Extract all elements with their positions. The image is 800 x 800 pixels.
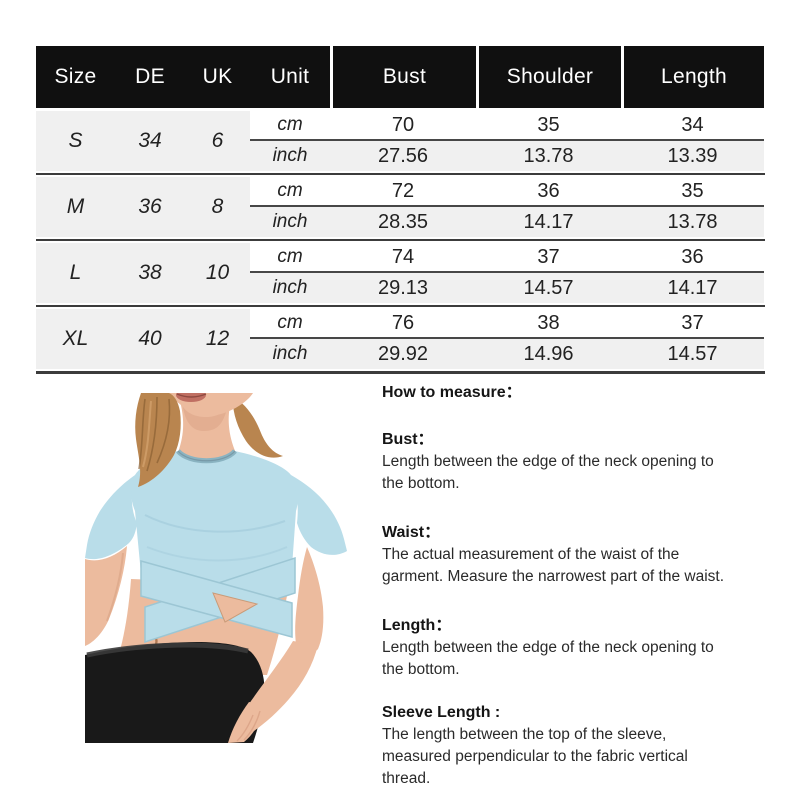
length-inch-value: 14.17 (621, 273, 764, 303)
sleeve-left (85, 475, 137, 560)
shoulder-cm-value: 36 (476, 177, 621, 207)
guide-body: Length between the edge of the neck open… (382, 639, 714, 678)
unit-cm-label: cm (250, 177, 330, 207)
de-cell: 36 (115, 177, 185, 237)
shoulder-inch-value: 14.96 (476, 339, 621, 369)
bust-inch-value: 29.13 (330, 273, 476, 303)
de-cell: 40 (115, 309, 185, 369)
bust-cm-value: 76 (330, 309, 476, 339)
shoulder-inch-value: 13.78 (476, 141, 621, 171)
header-unit: Unit (250, 46, 330, 108)
mouth-line (176, 393, 207, 398)
fold-line-2 (146, 546, 288, 562)
finger-lines (236, 710, 261, 742)
bust-inch-value: 29.92 (330, 339, 476, 369)
collar-line (177, 450, 236, 462)
bust-inch-value: 28.35 (330, 207, 476, 237)
header-de: DE (115, 46, 185, 108)
header-length: Length (621, 46, 764, 108)
uk-cell: 10 (185, 243, 250, 303)
de-cell: 38 (115, 243, 185, 303)
guide-title: How to measure： (382, 384, 522, 401)
shoulder-cm-value: 37 (476, 243, 621, 273)
guide-section-waist: Waist： The actual measurement of the wai… (382, 518, 784, 588)
size-row-group-m: M 36 8 cm 72 36 35 inch 28.35 14.17 13.7… (36, 173, 765, 237)
sleeve-right (291, 475, 347, 555)
unit-inch-label: inch (250, 273, 330, 303)
size-row-group-l: L 38 10 cm 74 37 36 inch 29.13 14.57 14.… (36, 239, 765, 303)
header-shoulder: Shoulder (476, 46, 621, 108)
guide-body: Length between the edge of the neck open… (382, 453, 714, 492)
length-cm-value: 37 (621, 309, 764, 339)
chin (151, 393, 253, 416)
guide-body: The length between the top of the sleeve… (382, 726, 688, 787)
size-cell: XL (36, 309, 115, 369)
neck-shadow (183, 407, 227, 431)
arm-right-upper (295, 547, 324, 654)
unit-cm-label: cm (250, 111, 330, 141)
measure-guide: How to measure： Bust： Length between the… (382, 378, 784, 790)
guide-section-sleeve-length: Sleeve Length : The length between the t… (382, 704, 784, 790)
size-row-group-s: S 34 6 cm 70 35 34 inch 27.56 13.78 13.3… (36, 111, 765, 171)
shoulder-inch-value: 14.17 (476, 207, 621, 237)
uk-cell: 8 (185, 177, 250, 237)
fold-line-1 (144, 514, 286, 533)
waistband-sheen (86, 642, 249, 658)
guide-heading: Length： (382, 617, 452, 634)
bust-cm-value: 74 (330, 243, 476, 273)
bust-inch-value: 27.56 (330, 141, 476, 171)
arm-left-shade (106, 552, 124, 622)
length-inch-value: 13.39 (621, 141, 764, 171)
length-cm-value: 34 (621, 111, 764, 141)
guide-section-bust: Bust： Length between the edge of the nec… (382, 425, 784, 495)
header-size: Size (36, 46, 115, 108)
guide-heading: Sleeve Length : (382, 704, 501, 721)
unit-inch-label: inch (250, 141, 330, 171)
unit-inch-label: inch (250, 339, 330, 369)
length-cm-value: 35 (621, 177, 764, 207)
product-photo-illustration (85, 393, 347, 743)
guide-body: The actual measurement of the waist of t… (382, 546, 725, 585)
guide-section-length: Length： Length between the edge of the n… (382, 611, 784, 681)
arm-left (85, 546, 127, 646)
table-header-row: Size DE UK Unit Bust Shoulder Length (36, 46, 765, 108)
guide-heading: Waist： (382, 524, 441, 541)
product-photo (85, 393, 375, 743)
header-uk: UK (185, 46, 250, 108)
unit-cm-label: cm (250, 243, 330, 273)
bust-cm-value: 72 (330, 177, 476, 207)
hair-left-strands (138, 396, 171, 472)
uk-cell: 12 (185, 309, 250, 369)
shoulder-cm-value: 38 (476, 309, 621, 339)
crop-top-body (130, 451, 299, 595)
length-inch-value: 13.78 (621, 207, 764, 237)
size-table: Size DE UK Unit Bust Shoulder Length S 3… (36, 46, 765, 374)
size-row-group-xl: XL 40 12 cm 76 38 37 inch 29.92 14.96 14… (36, 305, 765, 369)
uk-cell: 6 (185, 111, 250, 171)
guide-heading: Bust： (382, 431, 434, 448)
length-cm-value: 36 (621, 243, 764, 273)
bottoms (85, 642, 265, 743)
length-inch-value: 14.57 (621, 339, 764, 369)
unit-inch-label: inch (250, 207, 330, 237)
size-cell: M (36, 177, 115, 237)
hair-right (232, 397, 283, 458)
size-cell: L (36, 243, 115, 303)
shoulder-inch-value: 14.57 (476, 273, 621, 303)
hand (228, 702, 265, 743)
de-cell: 34 (115, 111, 185, 171)
bust-cm-value: 70 (330, 111, 476, 141)
size-cell: S (36, 111, 115, 171)
hair-left-highlight (142, 400, 152, 468)
unit-cm-label: cm (250, 309, 330, 339)
shoulder-cm-value: 35 (476, 111, 621, 141)
hem-cutout (212, 592, 259, 623)
table-bottom-rule (36, 371, 765, 374)
header-bust: Bust (330, 46, 476, 108)
